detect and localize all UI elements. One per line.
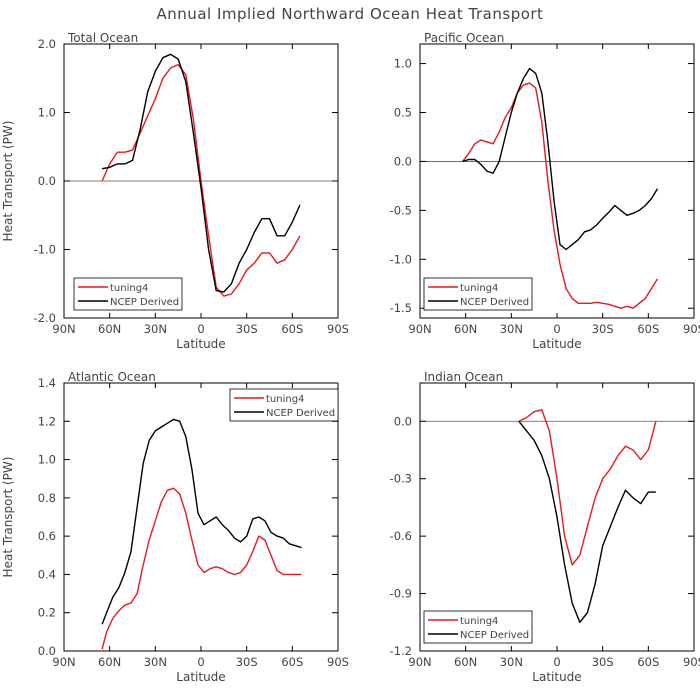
indian-ocean-legend: tuning4 NCEP Derived — [423, 610, 533, 644]
atlantic-ocean-ytick-label: 1.2 — [38, 414, 56, 428]
total-ocean-ytick-label: 1.0 — [38, 106, 56, 120]
figure-title: Annual Implied Northward Ocean Heat Tran… — [157, 5, 544, 23]
total-ocean-ytick-label: -2.0 — [34, 311, 56, 325]
indian-ocean-ytick-label: -1.2 — [390, 644, 412, 658]
indian-ocean-xtick-label: 30N — [500, 655, 523, 669]
atlantic-ocean-xtick-label: 90S — [327, 655, 349, 669]
pacific-ocean-legend-box — [423, 277, 533, 311]
atlantic-ocean-xtick-label: 30S — [236, 655, 258, 669]
pacific-ocean-ytick-label: -1.0 — [390, 252, 412, 266]
atlantic-ocean-ytick-label: 0.4 — [38, 567, 56, 581]
total-ocean-xtick-label: 60N — [98, 322, 121, 336]
indian-ocean-ytick-label: 0.0 — [394, 414, 412, 428]
atlantic-ocean-xtick-label: 60S — [281, 655, 303, 669]
pacific-ocean-ytick-label: -1.5 — [390, 301, 412, 315]
indian-ocean-xtick-label: 30S — [592, 655, 614, 669]
atlantic-ocean-legend: tuning4 NCEP Derived — [229, 388, 339, 422]
pacific-ocean-xtick-label: 90N — [408, 322, 431, 336]
atlantic-ocean-ytick-label: 1.4 — [38, 376, 56, 390]
pacific-ocean-ytick-label: 0.0 — [394, 154, 412, 168]
total-ocean-ytick-label: 0.0 — [38, 174, 56, 188]
pacific-ocean-x-axis-label: Latitude — [532, 337, 581, 351]
atlantic-ocean-ytick-label: 0.6 — [38, 529, 56, 543]
indian-ocean-xtick-label: 60N — [454, 655, 477, 669]
pacific-ocean-xtick-label: 90S — [683, 322, 700, 336]
pacific-ocean-xtick-label: 30N — [500, 322, 523, 336]
pacific-ocean-ytick-label: 0.5 — [394, 106, 412, 120]
total-ocean-xtick-label: 90N — [52, 322, 75, 336]
atlantic-ocean-series-ncep-derived — [101, 418, 302, 625]
panels: Total Ocean 90N 60N 30N 0 30S 60S 90S Latitude -2… — [1, 31, 700, 684]
pacific-ocean-xtick-label: 60N — [454, 322, 477, 336]
atlantic-ocean-x-axis-label: Latitude — [176, 670, 225, 684]
atlantic-ocean-ytick-label: 0.0 — [38, 644, 56, 658]
atlantic-ocean-title: Atlantic Ocean — [68, 370, 156, 384]
indian-ocean-xtick-label: 60S — [637, 655, 659, 669]
atlantic-ocean-xtick-label: 90N — [52, 655, 75, 669]
atlantic-ocean-panel: Atlantic Ocean 90N 60N 30N 0 30S 60S 90S Latitud… — [1, 370, 349, 684]
atlantic-ocean-legend-box — [229, 388, 339, 422]
total-ocean-legend-label-ncep-derived: NCEP Derived — [110, 297, 179, 308]
pacific-ocean-series-tuning4 — [462, 82, 659, 309]
atlantic-ocean-legend-label-ncep-derived: NCEP Derived — [266, 408, 335, 419]
total-ocean-xtick-label: 90S — [327, 322, 349, 336]
indian-ocean-legend-box — [423, 610, 533, 644]
pacific-ocean-legend-label-tuning4: tuning4 — [460, 283, 498, 294]
total-ocean-x-axis-label: Latitude — [176, 337, 225, 351]
total-ocean-ytick-label: -1.0 — [34, 243, 56, 257]
indian-ocean-ytick-label: -0.9 — [390, 587, 412, 601]
total-ocean-series-ncep-derived — [101, 53, 301, 293]
atlantic-ocean-xtick-label: 60N — [98, 655, 121, 669]
atlantic-ocean-legend-label-tuning4: tuning4 — [266, 394, 304, 405]
indian-ocean-series-ncep-derived — [518, 420, 656, 623]
pacific-ocean-legend: tuning4 NCEP Derived — [423, 277, 533, 311]
total-ocean-ytick-label: 2.0 — [38, 37, 56, 51]
total-ocean-legend-box — [73, 277, 183, 311]
indian-ocean-x-axis-label: Latitude — [532, 670, 581, 684]
atlantic-ocean-plot-frame — [63, 382, 339, 652]
indian-ocean-xtick-label: 90N — [408, 655, 431, 669]
total-ocean-panel: Total Ocean 90N 60N 30N 0 30S 60S 90S Latitude -2… — [1, 31, 349, 351]
atlantic-ocean-y-axis-label: Heat Transport (PW) — [1, 457, 15, 578]
indian-ocean-title: Indian Ocean — [424, 370, 503, 384]
atlantic-ocean-ytick-label: 1.0 — [38, 453, 56, 467]
total-ocean-title: Total Ocean — [67, 31, 138, 45]
pacific-ocean-plot-frame — [419, 43, 695, 319]
total-ocean-y-axis-label: Heat Transport (PW) — [1, 121, 15, 242]
total-ocean-legend: tuning4 NCEP Derived — [73, 277, 183, 311]
total-ocean-xtick-label: 60S — [281, 322, 303, 336]
atlantic-ocean-ytick-label: 0.2 — [38, 606, 56, 620]
atlantic-ocean-ytick-label: 0.8 — [38, 491, 56, 505]
pacific-ocean-xtick-label: 30S — [592, 322, 614, 336]
indian-ocean-legend-label-tuning4: tuning4 — [460, 616, 498, 627]
pacific-ocean-legend-label-ncep-derived: NCEP Derived — [460, 297, 529, 308]
pacific-ocean-title: Pacific Ocean — [424, 31, 504, 45]
pacific-ocean-xtick-label: 60S — [637, 322, 659, 336]
atlantic-ocean-xtick-label: 0 — [197, 655, 204, 669]
pacific-ocean-series-ncep-derived — [462, 67, 659, 251]
total-ocean-series-tuning4 — [101, 63, 301, 297]
pacific-ocean-xtick-label: 0 — [553, 322, 560, 336]
total-ocean-xtick-label: 0 — [197, 322, 204, 336]
pacific-ocean-ytick-label: 1.0 — [394, 57, 412, 71]
total-ocean-legend-label-tuning4: tuning4 — [110, 283, 148, 294]
pacific-ocean-ytick-label: -0.5 — [390, 203, 412, 217]
indian-ocean-ytick-label: -0.3 — [390, 472, 412, 486]
indian-ocean-series-tuning4 — [518, 409, 657, 566]
total-ocean-xtick-label: 30S — [236, 322, 258, 336]
indian-ocean-panel: Indian Ocean 90N 60N 30N 0 30S 60S 90S Latitude -… — [390, 370, 700, 684]
pacific-ocean-panel: Pacific Ocean 90N 60N 30N 0 30S 60S 90S Latitude… — [390, 31, 700, 351]
indian-ocean-xtick-label: 0 — [553, 655, 560, 669]
total-ocean-xtick-label: 30N — [144, 322, 167, 336]
indian-ocean-ytick-label: -0.6 — [390, 529, 412, 543]
indian-ocean-legend-label-ncep-derived: NCEP Derived — [460, 630, 529, 641]
indian-ocean-xtick-label: 90S — [683, 655, 700, 669]
atlantic-ocean-series-tuning4 — [101, 487, 302, 650]
atlantic-ocean-xtick-label: 30N — [144, 655, 167, 669]
